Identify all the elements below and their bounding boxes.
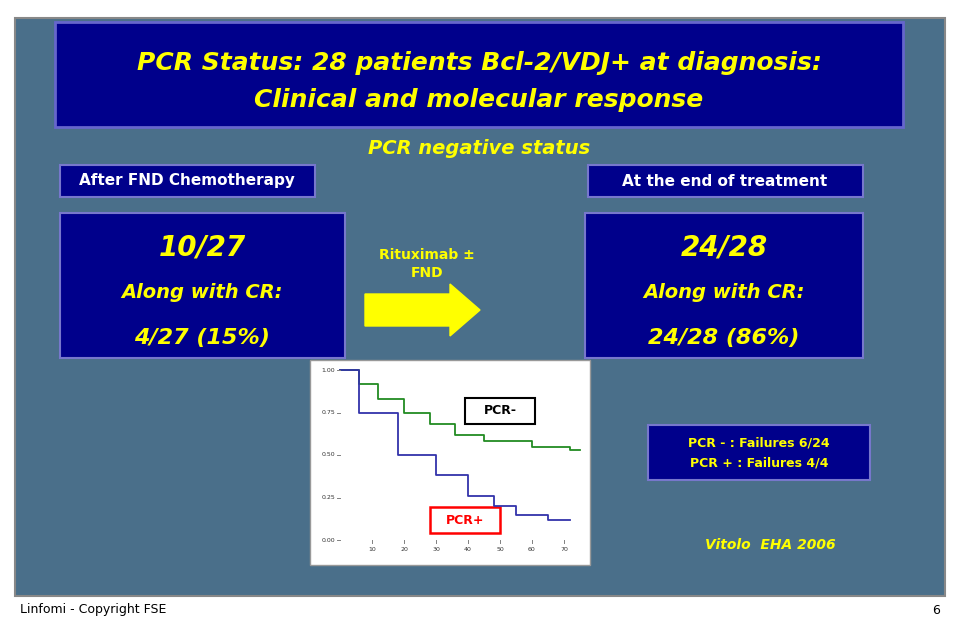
Text: PCR+: PCR+ [445, 514, 484, 526]
Text: Rituximab ±: Rituximab ± [379, 248, 475, 262]
Text: 24/28: 24/28 [681, 234, 768, 262]
Text: FND: FND [411, 266, 444, 280]
Text: 50: 50 [496, 547, 504, 552]
Text: 4/27 (15%): 4/27 (15%) [134, 328, 270, 348]
Bar [588, 165, 863, 197]
Text: PCR + : Failures 4/4: PCR + : Failures 4/4 [689, 457, 828, 470]
Text: Clinical and molecular response: Clinical and molecular response [254, 88, 704, 112]
Bar [430, 507, 500, 533]
Text: 0.50: 0.50 [322, 452, 335, 458]
Text: Along with CR:: Along with CR: [643, 284, 804, 302]
Text: Linfomi - Copyright FSE: Linfomi - Copyright FSE [20, 603, 166, 616]
Text: PCR negative status: PCR negative status [368, 139, 590, 157]
Bar [310, 360, 590, 565]
Text: 10/27: 10/27 [158, 234, 246, 262]
Text: 0.00: 0.00 [322, 537, 335, 542]
Bar [465, 398, 535, 424]
Bar [55, 22, 903, 127]
Text: 40: 40 [464, 547, 472, 552]
Bar [60, 213, 345, 358]
FancyBboxPatch shape [15, 18, 945, 596]
Text: 30: 30 [432, 547, 440, 552]
Text: At the end of treatment: At the end of treatment [622, 174, 828, 188]
Text: Along with CR:: Along with CR: [121, 284, 282, 302]
Text: PCR-: PCR- [484, 404, 516, 417]
Text: PCR Status: 28 patients Bcl-2/VDJ+ at diagnosis:: PCR Status: 28 patients Bcl-2/VDJ+ at di… [136, 51, 822, 75]
Text: PCR - : Failures 6/24: PCR - : Failures 6/24 [688, 437, 829, 450]
Text: 10: 10 [368, 547, 376, 552]
Text: 20: 20 [400, 547, 408, 552]
Text: 70: 70 [560, 547, 568, 552]
Bar [60, 165, 315, 197]
Text: After FND Chemotherapy: After FND Chemotherapy [79, 174, 295, 188]
Text: 24/28 (86%): 24/28 (86%) [648, 328, 800, 348]
Text: 6: 6 [932, 603, 940, 616]
Text: Vitolo  EHA 2006: Vitolo EHA 2006 [705, 538, 835, 552]
Text: 1.00: 1.00 [322, 368, 335, 373]
FancyArrow shape [365, 284, 480, 336]
Text: 0.75: 0.75 [322, 410, 335, 415]
Bar [648, 425, 870, 480]
Bar [585, 213, 863, 358]
Text: 60: 60 [528, 547, 536, 552]
Text: 0.25: 0.25 [322, 495, 335, 500]
